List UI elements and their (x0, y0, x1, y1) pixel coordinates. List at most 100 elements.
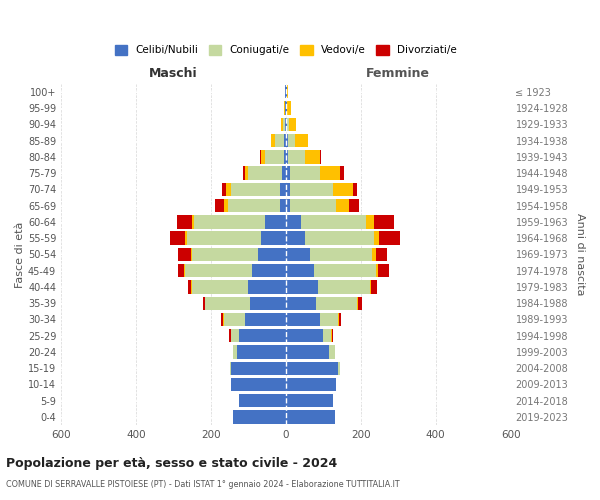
Bar (221, 313, 223, 326)
Bar (286, 118, 287, 131)
Bar (286, 362, 338, 375)
Bar (286, 182, 290, 196)
Text: Femmine: Femmine (366, 68, 430, 80)
Bar (286, 296, 316, 310)
Bar (340, 166, 344, 180)
Bar (215, 199, 224, 212)
Bar (262, 150, 265, 164)
Bar (376, 264, 377, 278)
Bar (229, 329, 231, 342)
Bar (170, 232, 185, 245)
Bar (339, 313, 341, 326)
Bar (286, 410, 335, 424)
Bar (258, 248, 286, 261)
Bar (191, 248, 192, 261)
Bar (286, 215, 301, 228)
Bar (286, 85, 287, 98)
Bar (305, 150, 320, 164)
Bar (224, 199, 228, 212)
Bar (320, 166, 340, 180)
Bar (286, 264, 314, 278)
Bar (314, 264, 376, 278)
Bar (262, 232, 286, 245)
Bar (284, 102, 286, 114)
Bar (376, 248, 387, 261)
Bar (192, 248, 258, 261)
Bar (357, 296, 358, 310)
Bar (323, 329, 331, 342)
Bar (286, 199, 290, 212)
Bar (178, 248, 191, 261)
Bar (250, 296, 286, 310)
Bar (284, 118, 286, 131)
Bar (320, 150, 322, 164)
Bar (178, 264, 184, 278)
Bar (337, 199, 349, 212)
Bar (372, 248, 376, 261)
Bar (187, 232, 262, 245)
Bar (286, 329, 323, 342)
Bar (271, 134, 275, 147)
Bar (203, 296, 205, 310)
Bar (185, 264, 252, 278)
Bar (286, 394, 332, 407)
Bar (338, 313, 339, 326)
Bar (287, 102, 290, 114)
Bar (310, 248, 372, 261)
Bar (377, 264, 389, 278)
Bar (177, 215, 192, 228)
Text: Popolazione per età, sesso e stato civile - 2024: Popolazione per età, sesso e stato civil… (6, 458, 337, 470)
Legend: Celibi/Nubili, Coniugati/e, Vedovi/e, Divorziati/e: Celibi/Nubili, Coniugati/e, Vedovi/e, Di… (110, 41, 461, 60)
Bar (275, 134, 284, 147)
Bar (184, 264, 185, 278)
Bar (370, 280, 371, 293)
Bar (287, 150, 305, 164)
Bar (232, 362, 286, 375)
Bar (194, 215, 265, 228)
Bar (338, 362, 340, 375)
Bar (317, 280, 370, 293)
Bar (287, 134, 295, 147)
Bar (192, 280, 248, 293)
Bar (265, 215, 286, 228)
Bar (237, 346, 286, 358)
Bar (232, 329, 239, 342)
Bar (367, 215, 374, 228)
Bar (232, 378, 286, 391)
Bar (192, 215, 194, 228)
Bar (252, 264, 286, 278)
Bar (286, 248, 310, 261)
Bar (286, 166, 290, 180)
Bar (245, 313, 286, 326)
Bar (290, 166, 320, 180)
Bar (353, 182, 357, 196)
Bar (284, 150, 286, 164)
Bar (286, 134, 287, 147)
Bar (243, 166, 245, 180)
Bar (305, 232, 374, 245)
Bar (301, 215, 367, 228)
Bar (245, 166, 248, 180)
Bar (231, 329, 232, 342)
Bar (290, 199, 337, 212)
Bar (286, 280, 317, 293)
Bar (191, 280, 192, 293)
Bar (265, 150, 284, 164)
Bar (248, 280, 286, 293)
Bar (223, 313, 224, 326)
Bar (295, 134, 308, 147)
Bar (284, 134, 286, 147)
Bar (332, 182, 353, 196)
Bar (285, 85, 286, 98)
Y-axis label: Fasce di età: Fasce di età (15, 221, 25, 288)
Bar (233, 410, 286, 424)
Bar (286, 378, 337, 391)
Bar (205, 296, 250, 310)
Bar (379, 232, 400, 245)
Bar (358, 296, 362, 310)
Bar (287, 118, 289, 131)
Bar (280, 182, 286, 196)
Bar (374, 215, 394, 228)
Bar (281, 118, 283, 131)
Bar (286, 313, 320, 326)
